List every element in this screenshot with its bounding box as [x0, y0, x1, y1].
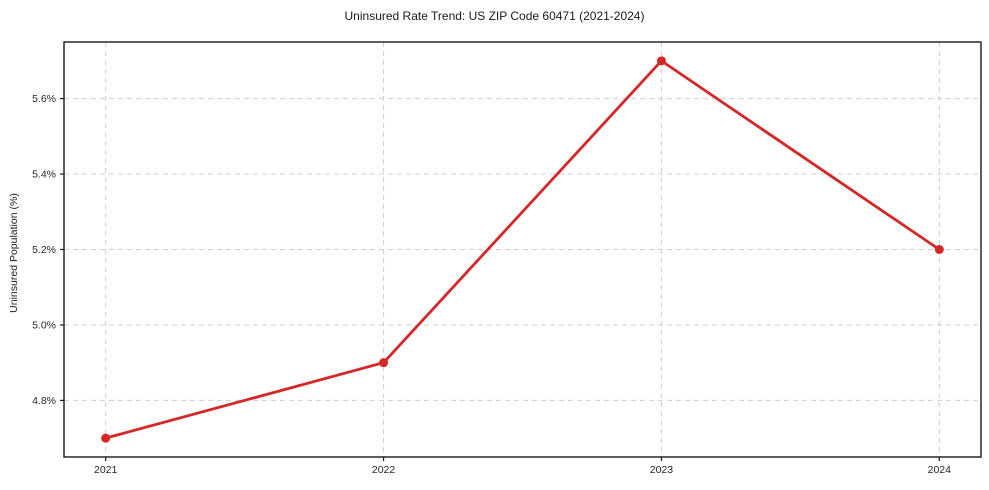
y-tick-label: 5.4%	[32, 169, 56, 181]
y-tick-label: 4.8%	[32, 395, 56, 407]
chart-title: Uninsured Rate Trend: US ZIP Code 60471 …	[344, 9, 645, 23]
data-point-marker	[934, 245, 944, 254]
x-tick-label: 2022	[372, 464, 396, 476]
x-tick-label: 2023	[650, 464, 674, 476]
y-tick-label: 5.2%	[32, 244, 56, 256]
data-point-marker	[101, 433, 111, 443]
x-tick-label: 2021	[94, 464, 118, 476]
y-tick-label: 5.6%	[32, 93, 56, 105]
data-point-marker	[656, 56, 666, 66]
x-tick-label: 2024	[928, 464, 952, 476]
data-point-marker	[379, 358, 389, 368]
y-tick-label: 5.0%	[32, 319, 56, 331]
data-line	[104, 59, 941, 440]
